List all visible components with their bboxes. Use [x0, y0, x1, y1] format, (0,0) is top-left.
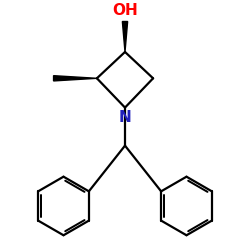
Polygon shape	[54, 76, 97, 81]
Text: OH: OH	[112, 3, 138, 18]
Text: N: N	[118, 110, 131, 125]
Polygon shape	[122, 22, 128, 52]
